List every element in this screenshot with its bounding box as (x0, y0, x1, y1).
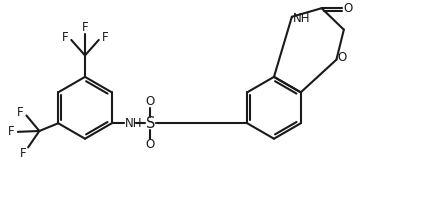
Text: F: F (102, 31, 108, 44)
Text: O: O (146, 95, 155, 108)
Text: O: O (146, 138, 155, 151)
Text: F: F (62, 31, 69, 44)
Text: O: O (337, 51, 346, 64)
Text: F: F (17, 106, 24, 119)
Text: F: F (82, 21, 88, 34)
Text: F: F (8, 125, 15, 138)
Text: S: S (146, 116, 155, 131)
Text: F: F (20, 147, 26, 160)
Text: O: O (343, 2, 353, 15)
Text: NH: NH (125, 117, 142, 130)
Text: NH: NH (293, 12, 310, 26)
